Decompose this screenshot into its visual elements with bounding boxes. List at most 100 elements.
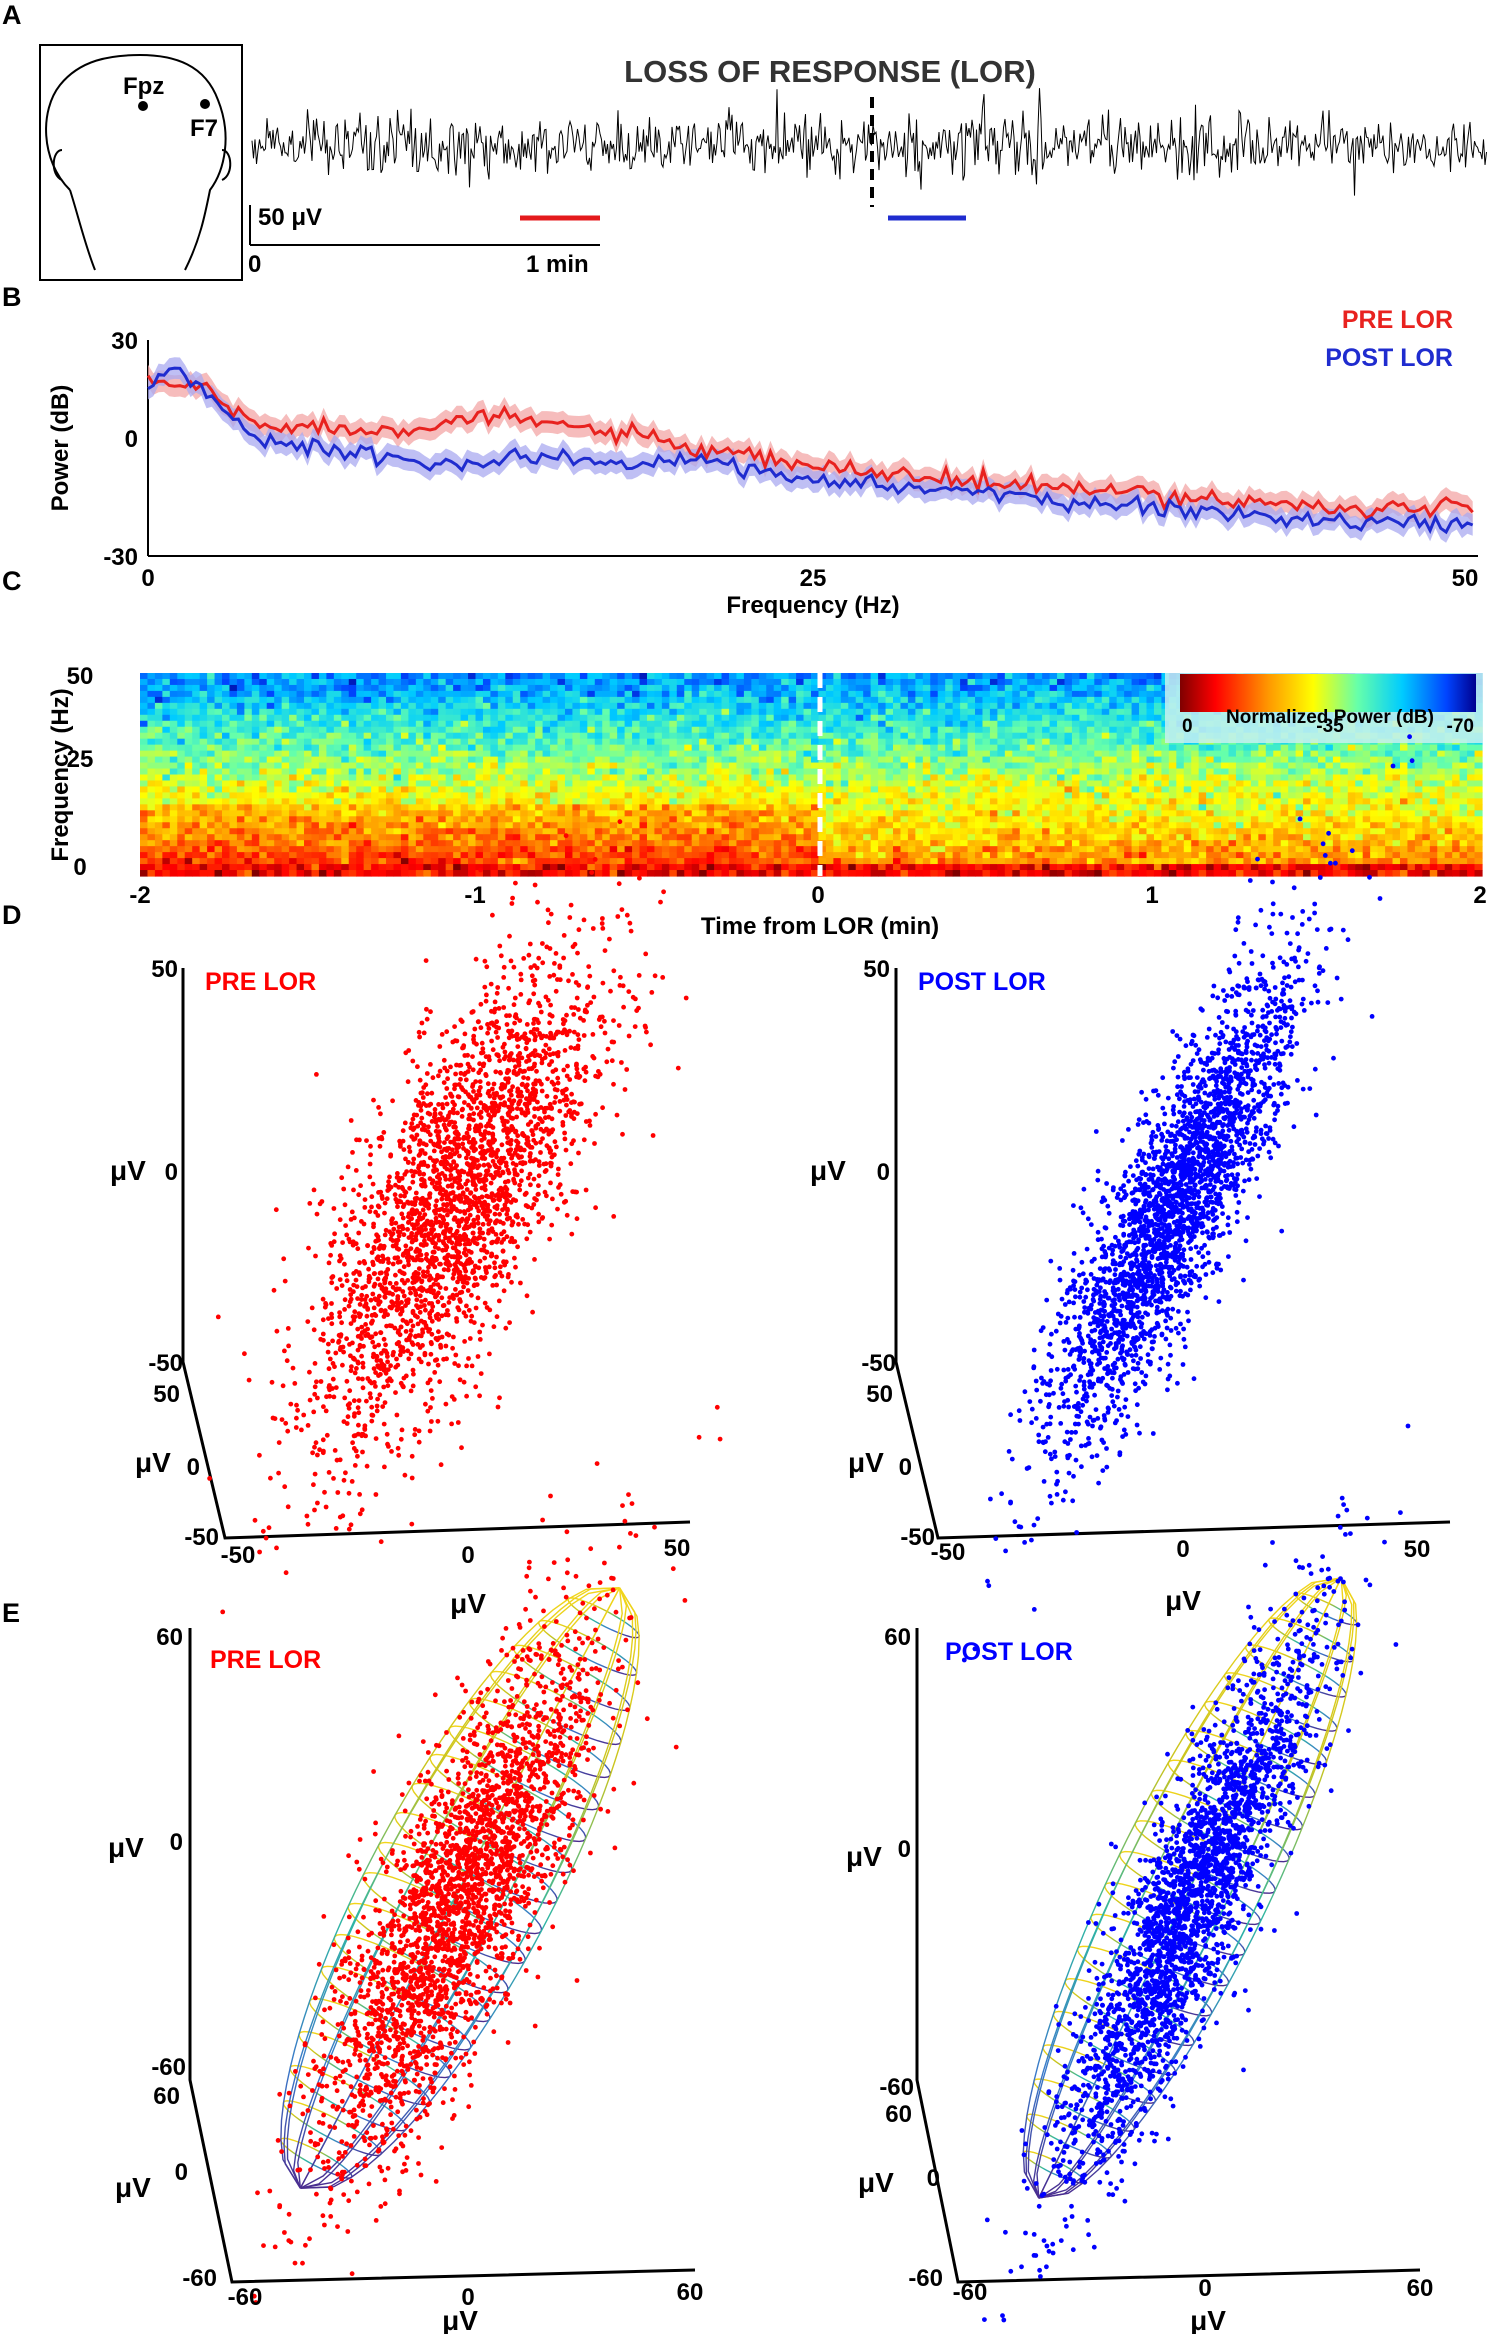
spectrogram-cell [1116,798,1125,805]
spectrogram-cell [423,726,432,734]
spectrogram-cell [982,786,991,794]
spectrogram-cell [557,822,566,829]
spectrogram-cell [870,846,879,853]
spectrogram-cell [989,870,998,877]
spectrogram-cell [900,840,909,847]
spectrogram-cell [1049,726,1058,734]
spectrogram-cell [1176,822,1185,829]
spectrogram-cell [542,702,551,710]
spectrogram-cell [617,678,626,686]
spectrogram-cell [378,858,387,865]
spectrogram-cell [960,673,969,680]
spectrogram-cell [676,858,685,865]
spectrogram-cell [1034,816,1043,823]
spectrogram-cell [371,792,380,799]
spectrogram-cell [825,708,834,716]
spectrogram-cell [766,756,775,764]
spectrogram-cell [1116,708,1125,716]
spectrogram-cell [408,798,417,805]
spectrogram-cell [1168,858,1177,865]
spectrogram-cell [408,726,417,734]
spectrogram-cell [915,780,924,788]
spectrogram-cell [796,816,805,823]
spectrogram-cell [639,673,648,680]
spectrogram-cell [1131,822,1140,829]
spectrogram-cell [893,726,902,734]
spectrogram-cell [497,774,506,782]
spectrogram-cell [632,870,641,877]
spectrogram-cell [475,702,484,710]
spectrogram-cell [878,858,887,865]
spectrogram-cell [251,864,260,871]
spectrogram-cell [997,732,1006,740]
spectrogram-cell [438,684,447,692]
spectrogram-cell [251,744,260,752]
spectrogram-cell [304,774,313,782]
spectrogram-cell [1049,858,1058,865]
spectrogram-cell [952,714,961,722]
spectrogram-cell [1221,762,1230,770]
spectrogram-cell [400,864,409,871]
spectrogram-cell [475,750,484,758]
spectrogram-cell [475,792,484,799]
spectrogram-cell [907,673,916,680]
spectrogram-cell [922,684,931,692]
spectrogram-cell [557,846,566,853]
spectrogram-cell [251,756,260,764]
spectrogram-cell [438,732,447,740]
spectrogram-cell [1094,792,1103,799]
spectrogram-cell [975,810,984,817]
post-lor-spectrum-line [147,366,1474,535]
spectrogram-cell [1124,696,1133,704]
spectrogram-cell [162,852,171,859]
spectrogram-cell [594,858,603,865]
spectrogram-cell [184,726,193,734]
spectrogram-cell [453,864,462,871]
spectrogram-cell [318,768,327,776]
spectrogram-cell [363,792,372,799]
spectrogram-cell [952,864,961,871]
spectrogram-cell [274,834,283,841]
spectrogram-cell [1064,840,1073,847]
spectrogram-cell [1019,870,1028,877]
spectrogram-cell [550,684,559,692]
spectrogram-cell [281,720,290,728]
spectrogram-cell [169,804,178,811]
spectrogram-cell [893,750,902,758]
spectrogram-cell [728,762,738,770]
spectrogram-cell [1064,768,1073,776]
spectrogram-cell [1109,720,1118,728]
spectrogram-cell [415,858,424,865]
spectrogram-cell [557,708,566,716]
spectrogram-cell [766,852,775,859]
spectrogram-cell [400,822,409,829]
spectrogram-cell [289,846,298,853]
spectrogram-cell [482,768,492,776]
spectrogram-cell [915,673,924,680]
spectrogram-cell [1086,678,1095,686]
spectrogram-cell [482,858,492,865]
spectrogram-cell [945,702,954,710]
spectrogram-cell [1198,792,1207,799]
spectrogram-cell [878,792,887,799]
spectrogram-cell [386,738,395,746]
spectrogram-cell [564,750,574,758]
spectrogram-cell [721,732,730,740]
spectrogram-cell [825,864,834,871]
spectrogram-cell [140,870,149,877]
spectrogram-cell [1176,846,1185,853]
spectrogram-cell [1116,738,1125,746]
spectrogram-cell [1042,846,1051,853]
spectrogram-cell [348,864,357,871]
spectrogram-cell [661,714,670,722]
spectrogram-cell [967,702,976,710]
spectrogram-cell [333,864,342,871]
spectrogram-cell [646,732,656,740]
spectrogram-cell [1109,768,1118,776]
spectrogram-cell [415,840,424,847]
spectrogram-cell [840,702,849,710]
spectrogram-cell [602,846,611,853]
spectrogram-cell [594,768,603,776]
spectrogram-cell [781,852,790,859]
spectrogram-cell [430,678,439,686]
